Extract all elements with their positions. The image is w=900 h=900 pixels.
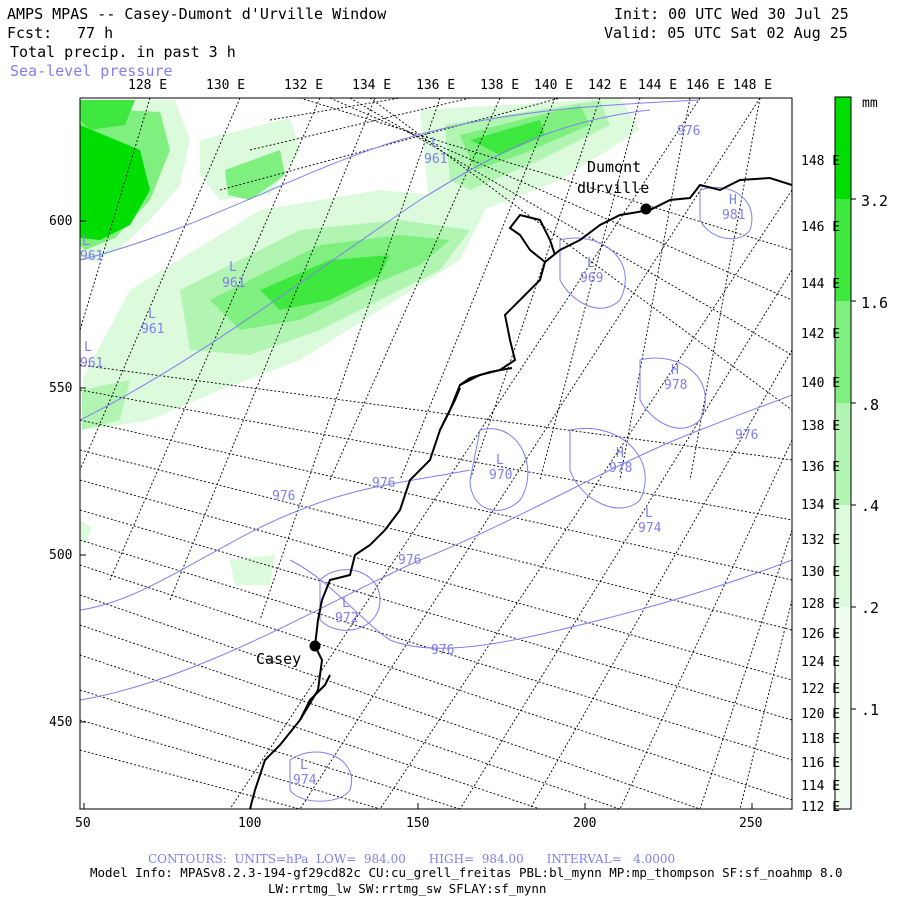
pressure-value: 972 (335, 611, 359, 626)
pressure-center-symbol: L (229, 260, 237, 275)
contour-info: CONTOURS: UNITS=hPa LOW= 984.00 HIGH= 98… (148, 852, 676, 866)
right-grid-label: 130 E (801, 565, 841, 580)
right-grid-label: 148 E (801, 154, 841, 169)
right-grid-label: 114 E (801, 779, 841, 794)
pressure-center-symbol: H (671, 363, 679, 378)
colorbar-unit: mm (862, 96, 878, 111)
model-info-line2: LW:rrtmg_lw SW:rrtmg_sw SFLAY:sf_mynn (268, 881, 547, 896)
right-grid-label: 134 E (801, 498, 841, 513)
pressure-center-symbol: L (496, 453, 504, 468)
lon-label: 148 E (733, 78, 773, 93)
lon-label: 130 E (206, 78, 246, 93)
pressure-center-symbol: L (431, 136, 439, 151)
pressure-center-symbol: H (729, 193, 737, 208)
map-title: AMPS MPAS -- Casey-Dumont d'Urville Wind… (7, 5, 387, 23)
lon-label: 134 E (352, 78, 392, 93)
lon-label: 128 E (128, 78, 168, 93)
pressure-value: 969 (580, 271, 604, 286)
y-axis-label: 600 (49, 214, 73, 229)
right-grid-label: 120 E (801, 707, 841, 722)
right-grid-label: 112 E (801, 800, 841, 815)
x-axis-label: 100 (238, 816, 262, 831)
right-grid-label: 146 E (801, 220, 841, 235)
pressure-center-symbol: L (148, 307, 156, 322)
right-grid-label: 128 E (801, 597, 841, 612)
y-axis-label: 450 (49, 715, 73, 730)
right-grid-label: 126 E (801, 627, 841, 642)
right-grid-label: 122 E (801, 682, 841, 697)
lon-label: 138 E (480, 78, 520, 93)
pressure-value: 976 (372, 476, 396, 491)
right-grid-label: 140 E (801, 376, 841, 391)
init-time: Init: 00 UTC Wed 30 Jul 25 (614, 5, 849, 23)
pressure-value: 970 (489, 468, 513, 483)
right-grid-label: 142 E (801, 327, 841, 342)
pressure-value: 976 (735, 428, 759, 443)
station-casey-marker (309, 640, 321, 652)
station-dumont-durville-marker (640, 203, 652, 215)
colorbar-label: .4 (861, 497, 880, 515)
right-grid-label: 144 E (801, 277, 841, 292)
axis-ticks (80, 220, 753, 809)
x-axis-label: 150 (406, 816, 430, 831)
colorbar (834, 96, 856, 810)
pressure-center-symbol: L (342, 596, 350, 611)
pressure-value: 976 (431, 643, 455, 658)
pressure-value: 961 (80, 356, 104, 371)
pressure-value: 961 (222, 276, 246, 291)
x-axis-label: 50 (75, 816, 91, 831)
x-axis-label: 200 (573, 816, 597, 831)
colorbar-label: 3.2 (861, 192, 889, 210)
colorbar-label: .8 (861, 396, 880, 414)
field-pressure-label: Sea-level pressure (10, 62, 173, 80)
forecast-label: Fcst: (7, 24, 53, 42)
right-grid-label: 132 E (801, 533, 841, 548)
colorbar-label: 1.6 (861, 294, 889, 312)
map-frame (79, 97, 793, 810)
pressure-value: 978 (609, 461, 633, 476)
colorbar-label: .1 (861, 701, 880, 719)
pressure-value: 976 (398, 553, 422, 568)
right-grid-label: 116 E (801, 756, 841, 771)
pressure-value: 976 (272, 489, 296, 504)
right-grid-label: 124 E (801, 655, 841, 670)
precip-shading (80, 98, 640, 585)
pressure-center-symbol: L (587, 256, 595, 271)
right-grid-label: 138 E (801, 419, 841, 434)
pressure-center-symbol: L (82, 234, 90, 249)
field-precip-label: Total precip. in past 3 h (10, 43, 236, 61)
y-axis-label: 500 (49, 548, 73, 563)
valid-time: Valid: 05 UTC Sat 02 Aug 25 (604, 24, 848, 42)
station-dumont-label-1: Dumont (587, 158, 642, 176)
station-dumont-label-2: dUrville (577, 179, 650, 197)
pressure-value: 976 (677, 124, 701, 139)
colorbar-label: .2 (861, 599, 880, 617)
model-info: Model Info: MPASv8.2.3-194-gf29cd82c CU:… (90, 865, 843, 880)
lon-label: 144 E (638, 78, 678, 93)
pressure-value: 974 (638, 521, 662, 536)
pressure-contours (80, 99, 792, 802)
right-grid-label: 118 E (801, 732, 841, 747)
lon-label: 142 E (588, 78, 628, 93)
pressure-center-symbol: H (616, 446, 624, 461)
lon-label: 146 E (686, 78, 726, 93)
pressure-value: 974 (293, 773, 317, 788)
pressure-center-symbol: L (300, 758, 308, 773)
pressure-center-symbol: L (84, 340, 92, 355)
pressure-center-symbol: L (645, 506, 653, 521)
pressure-value: 981 (722, 208, 746, 223)
pressure-value: 978 (664, 378, 688, 393)
pressure-value: 961 (80, 249, 104, 264)
pressure-value: 961 (424, 152, 448, 167)
station-casey-label: Casey (256, 650, 302, 668)
x-axis-label: 250 (739, 816, 763, 831)
right-grid-label: 136 E (801, 460, 841, 475)
lon-label: 132 E (284, 78, 324, 93)
y-axis-label: 550 (49, 381, 73, 396)
forecast-hours: 77 h (77, 24, 114, 42)
lon-label: 136 E (416, 78, 456, 93)
pressure-value: 961 (141, 322, 165, 337)
lon-label: 140 E (534, 78, 574, 93)
